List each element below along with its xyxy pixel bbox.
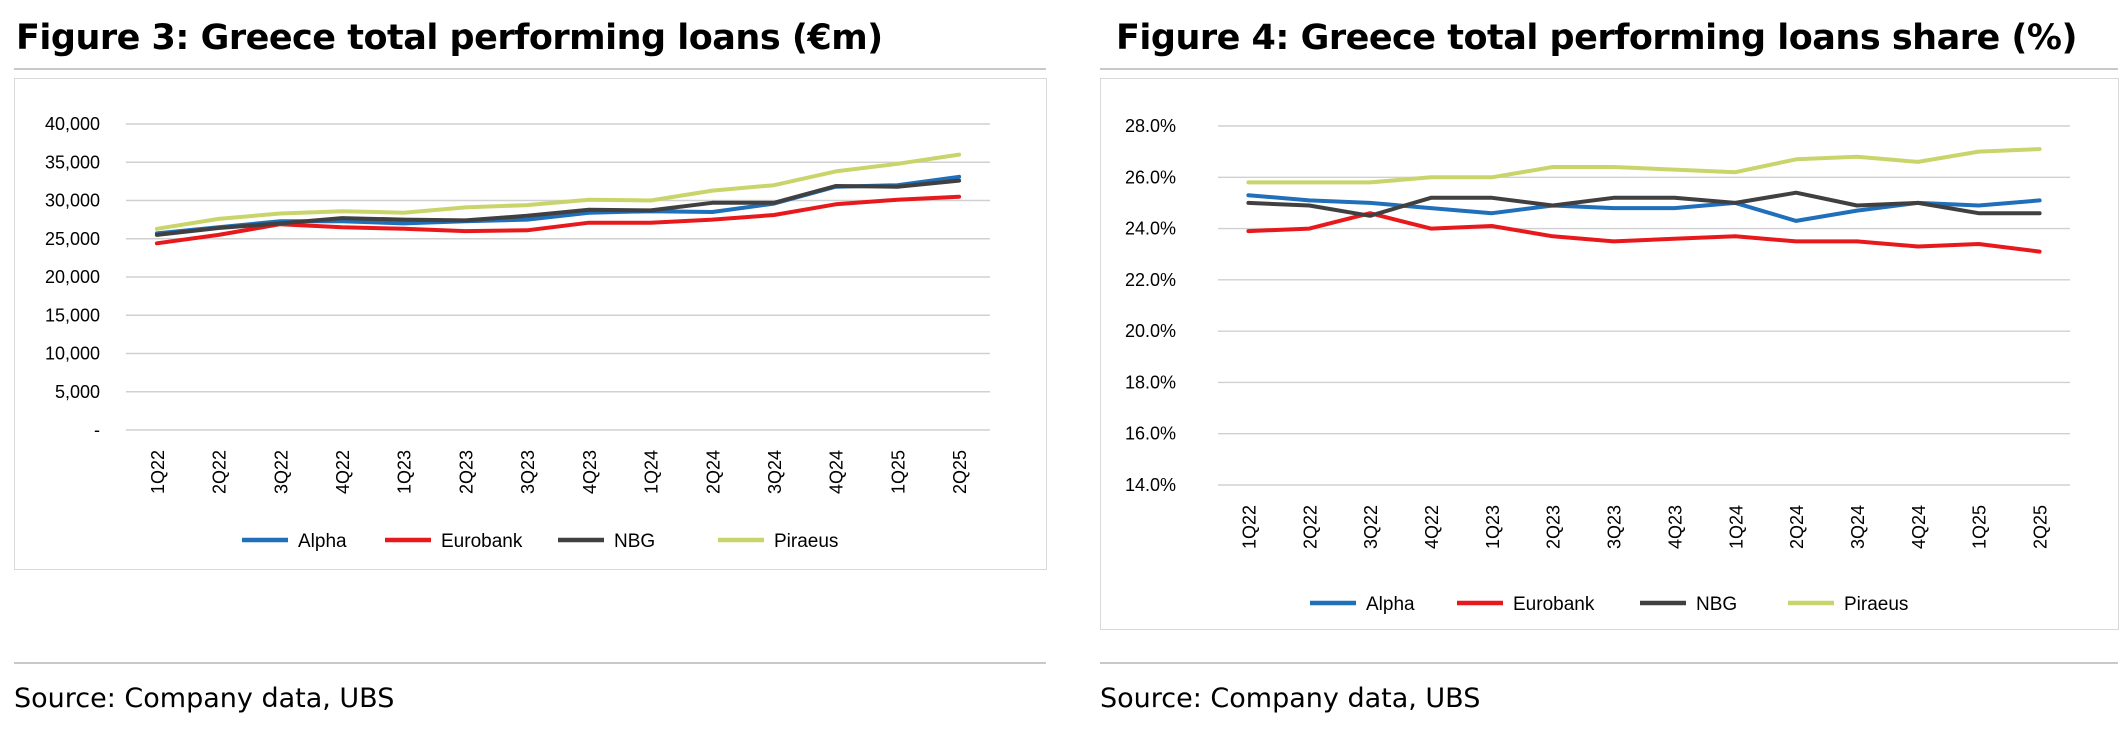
source-rule [1100,662,2118,664]
figure-4-panel: Figure 4: Greece total performing loans … [1100,0,2128,756]
x-tick-label: 1Q23 [395,450,415,494]
legend-label: NBG [1696,594,1737,615]
legend-label: Piraeus [774,531,838,552]
y-tick-label: 35,000 [45,152,100,172]
x-tick-label: 4Q22 [1422,505,1442,549]
title-rule [14,68,1046,70]
x-tick-label: 1Q25 [1970,505,1990,549]
x-tick-label: 1Q22 [148,450,168,494]
figure-3-panel: Figure 3: Greece total performing loans … [0,0,1060,756]
x-tick-label: 2Q23 [1544,505,1564,549]
y-tick-label: 30,000 [45,191,100,211]
y-tick-label: 22.0% [1125,270,1176,290]
series-line-piraeus [1246,147,2042,185]
x-tick-label: 1Q22 [1239,505,1259,549]
y-tick-label: 20,000 [45,267,100,287]
plot-frame [1100,78,2119,630]
y-tick-label: 20.0% [1125,321,1176,341]
legend-label: Alpha [298,531,347,552]
legend-label: Eurobank [441,531,523,552]
x-tick-label: 2Q25 [2031,505,2051,549]
y-tick-label: 25,000 [45,229,100,249]
y-tick-label: 40,000 [45,114,100,134]
x-tick-label: 4Q24 [827,450,847,494]
y-tick-label: 18.0% [1125,372,1176,392]
chart-figure-3: - 5,000 10,000 15,000 20,000 25,000 30,000 35,0… [45,114,990,552]
x-tick-label: 2Q22 [1300,505,1320,549]
y-tick-label: 24.0% [1125,219,1176,239]
figure-title: Figure 3: Greece total performing loans … [16,18,883,58]
x-tick-label: 2Q25 [950,450,970,494]
x-tick-label: 4Q22 [333,450,353,494]
legend-label: Piraeus [1844,594,1908,615]
x-tick-label: 3Q24 [765,450,785,494]
legend-label: Alpha [1366,594,1415,615]
x-tick-label: 4Q23 [1665,505,1685,549]
series-line-nbg [154,178,962,237]
series-line-eurobank [154,194,962,246]
source-note: Source: Company data, UBS [1100,683,1481,714]
y-tick-label: 5,000 [55,382,100,402]
figure-title: Figure 4: Greece total performing loans … [1116,18,2077,58]
legend-label: NBG [614,531,655,552]
plot-frame [14,78,1047,570]
source-note: Source: Company data, UBS [14,683,395,714]
x-tick-label: 1Q24 [1726,505,1746,549]
x-tick-label: 3Q22 [271,450,291,494]
x-tick-label: 2Q24 [703,450,723,494]
x-tick-label: 2Q24 [1787,505,1807,549]
x-tick-label: 1Q25 [888,450,908,494]
x-tick-label: 3Q23 [1605,505,1625,549]
x-tick-label: 1Q23 [1483,505,1503,549]
x-tick-label: 2Q22 [210,450,230,494]
series-line-eurobank [1246,211,2042,254]
y-tick-label: 16.0% [1125,424,1176,444]
source-rule [14,662,1046,664]
series-line-nbg [1246,190,2042,218]
x-tick-label: 1Q24 [642,450,662,494]
legend-label: Eurobank [1513,594,1595,615]
y-tick-label: 10,000 [45,344,100,364]
x-tick-label: 4Q23 [580,450,600,494]
x-tick-label: 3Q22 [1361,505,1381,549]
y-tick-label: 28.0% [1125,116,1176,136]
chart-figure-4: 14.0% 16.0% 18.0% 20.0% 22.0% 24.0% 26.0% 28.0%… [1125,116,2070,615]
x-tick-label: 3Q23 [518,450,538,494]
x-tick-label: 2Q23 [456,450,476,494]
x-tick-label: 4Q24 [1909,505,1929,549]
series-line-piraeus [154,152,962,231]
x-tick-label: 3Q24 [1848,505,1868,549]
y-tick-label: - [94,420,100,440]
y-tick-label: 14.0% [1125,475,1176,495]
title-rule [1100,68,2118,70]
y-tick-label: 15,000 [45,305,100,325]
y-tick-label: 26.0% [1125,167,1176,187]
